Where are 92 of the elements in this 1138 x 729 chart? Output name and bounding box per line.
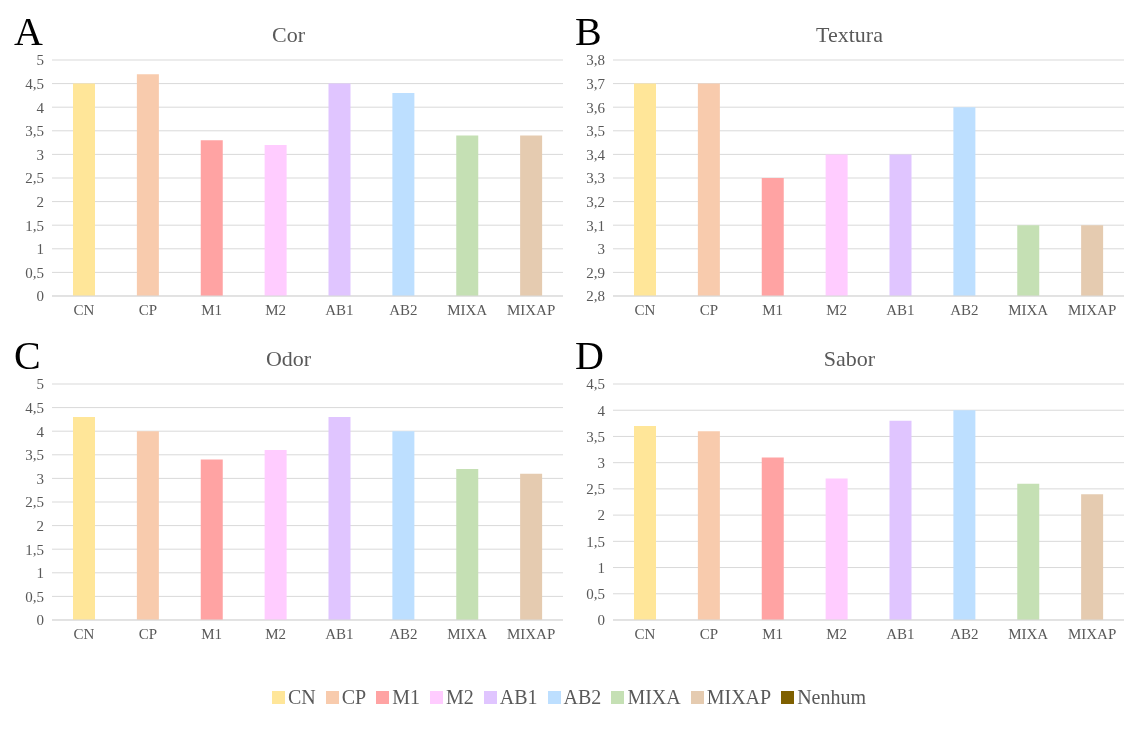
y-tick-label: 2: [36, 517, 44, 534]
y-tick-label: 3,5: [25, 123, 44, 140]
chart-title: Textura: [816, 22, 883, 47]
y-tick-label: 2,5: [586, 481, 605, 498]
text: D: [575, 332, 604, 379]
y-tick-label: 0,5: [25, 264, 44, 281]
x-tick-label: MIXAP: [506, 625, 556, 642]
x-tick-label: M2: [265, 301, 286, 318]
y-tick-label: 3,6: [586, 99, 606, 116]
x-tick-label: MIXAP: [1067, 301, 1117, 318]
chart-title: Cor: [272, 22, 305, 47]
x-tick-label: AB2: [389, 625, 418, 642]
x-tick-label: MIXA: [1008, 625, 1049, 642]
y-tick-label: 1,5: [25, 217, 44, 234]
y-tick-label: 1: [36, 241, 44, 258]
x-tick-label: M1: [762, 625, 784, 642]
y-tick-label: 0: [36, 612, 44, 629]
x-tick-label: CN: [73, 301, 95, 318]
y-tick-label: 3,7: [586, 75, 606, 92]
y-tick-label: 2: [36, 193, 44, 210]
y-tick-label: 3,5: [25, 447, 44, 464]
x-tick-label: MIXA: [447, 301, 488, 318]
x-tick-label: CN: [73, 625, 95, 642]
y-tick-label: 1: [36, 565, 44, 582]
x-tick-label: AB1: [886, 301, 915, 318]
legend-label: CP: [341, 686, 367, 709]
legend-label: Nenhum: [797, 686, 867, 709]
legend-label: CN: [287, 686, 316, 709]
x-tick-label: AB2: [950, 301, 979, 318]
x-tick-label: MIXA: [447, 625, 488, 642]
x-tick-label: AB1: [325, 625, 354, 642]
x-tick-label: AB2: [389, 301, 418, 318]
y-tick-label: 2,5: [25, 494, 44, 511]
legend-label: AB1: [499, 686, 538, 709]
text: A: [14, 8, 43, 55]
chart-title: Sabor: [823, 346, 876, 371]
y-tick-label: 0: [36, 288, 44, 305]
x-tick-label: MIXAP: [1067, 625, 1117, 642]
x-tick-label: MIXAP: [506, 301, 556, 318]
y-tick-label: 3,4: [586, 146, 606, 163]
y-tick-label: 3,2: [586, 193, 605, 210]
y-tick-label: 0,5: [25, 588, 44, 605]
text: B: [575, 8, 602, 55]
y-tick-label: 0,5: [586, 586, 605, 603]
legend-label: AB2: [563, 686, 602, 709]
y-tick-label: 4,5: [25, 75, 44, 92]
y-tick-label: 1,5: [586, 533, 605, 550]
y-tick-label: 3,1: [586, 217, 605, 234]
x-tick-label: M1: [201, 625, 223, 642]
y-tick-label: 5: [36, 52, 44, 69]
y-tick-label: 3: [597, 454, 605, 471]
legend-label: MIXAP: [706, 686, 772, 709]
y-tick-label: 5: [36, 376, 44, 393]
x-tick-label: M2: [826, 301, 847, 318]
x-tick-label: CP: [138, 625, 157, 642]
y-tick-label: 3,8: [586, 52, 605, 69]
legend-label: M1: [392, 686, 420, 709]
y-tick-label: 3,3: [586, 170, 605, 187]
x-tick-label: AB1: [886, 625, 915, 642]
y-tick-label: 4,5: [586, 376, 605, 393]
x-tick-label: AB1: [325, 301, 354, 318]
y-tick-label: 3,5: [586, 428, 605, 445]
x-tick-label: M2: [826, 625, 847, 642]
y-tick-label: 2,5: [25, 170, 44, 187]
y-tick-label: 4: [36, 423, 45, 440]
y-tick-label: 3: [597, 241, 605, 258]
legend-label: MIXA: [627, 686, 681, 709]
x-tick-label: AB2: [950, 625, 979, 642]
y-tick-label: 4,5: [25, 399, 44, 416]
x-tick-label: CP: [699, 301, 718, 318]
y-tick-label: 2,9: [586, 264, 605, 281]
y-tick-label: 0: [597, 612, 605, 629]
y-tick-label: 3: [36, 146, 44, 163]
y-tick-label: 4: [597, 402, 606, 419]
x-tick-label: M1: [762, 301, 784, 318]
legend-label: M2: [445, 686, 474, 709]
y-tick-label: 1,5: [25, 541, 44, 558]
y-tick-label: 2,8: [586, 288, 605, 305]
y-tick-label: 2: [597, 507, 605, 524]
x-tick-label: M1: [201, 301, 223, 318]
x-tick-label: CN: [634, 625, 656, 642]
y-tick-label: 4: [36, 99, 45, 116]
y-tick-label: 3,5: [586, 123, 605, 140]
text: C: [14, 332, 41, 379]
x-tick-label: CP: [699, 625, 718, 642]
x-tick-label: CP: [138, 301, 157, 318]
chart-title: Odor: [265, 346, 312, 371]
x-tick-label: M2: [265, 625, 286, 642]
x-tick-label: CN: [634, 301, 656, 318]
y-tick-label: 1: [597, 559, 605, 576]
x-tick-label: MIXA: [1008, 301, 1049, 318]
y-tick-label: 3: [36, 470, 44, 487]
